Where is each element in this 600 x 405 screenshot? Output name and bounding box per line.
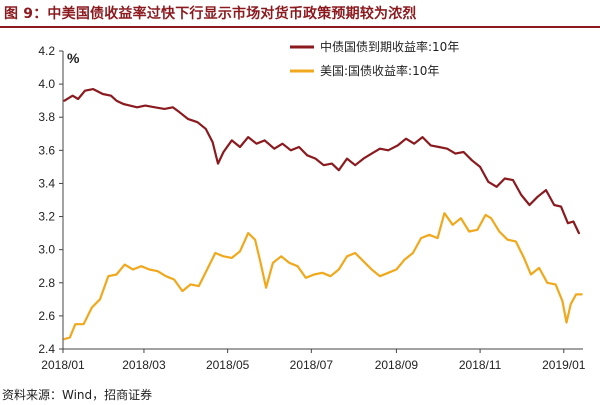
title-underline	[0, 26, 600, 28]
y-unit-label: %	[67, 50, 80, 66]
x-tick-label: 2018/11	[459, 358, 502, 372]
y-tick-label: 2.6	[38, 309, 55, 323]
y-tick-label: 4.2	[38, 44, 55, 58]
x-tick-label: 2018/01	[41, 358, 85, 372]
x-tick-label: 2018/09	[375, 358, 419, 372]
y-tick-label: 3.6	[38, 143, 55, 157]
y-tick-label: 3.0	[38, 243, 55, 257]
chart-title: 图 9：中美国债收益率过快下行显示市场对货币政策预期较为浓烈	[4, 6, 417, 22]
legend-label: 美国:国债收益率:10年	[320, 63, 439, 78]
x-tick-label: 2018/07	[290, 358, 334, 372]
x-tick-label: 2019/01	[542, 358, 586, 372]
legend-label: 中债国债到期收益率:10年	[320, 39, 459, 54]
y-tick-label: 3.8	[38, 110, 55, 124]
y-tick-label: 2.4	[38, 342, 55, 356]
y-tick-label: 3.4	[38, 176, 55, 190]
series-line-us-10y	[63, 212, 583, 341]
axes: 2.4 2.6 2.8 3.0 3.2 3.4 3.6 3.8 4.0 4.2 % 2018/01 20…	[38, 44, 585, 372]
series-layer	[63, 88, 583, 341]
y-tick-label: 3.2	[38, 210, 55, 224]
x-tick-label: 2018/03	[122, 358, 166, 372]
x-tick-label: 2018/05	[206, 358, 250, 372]
y-tick-label: 2.8	[38, 276, 55, 290]
series-line-china-10y	[63, 88, 580, 235]
source-note: 资料来源：Wind，招商证券	[2, 388, 153, 402]
y-tick-label: 4.0	[38, 77, 55, 91]
